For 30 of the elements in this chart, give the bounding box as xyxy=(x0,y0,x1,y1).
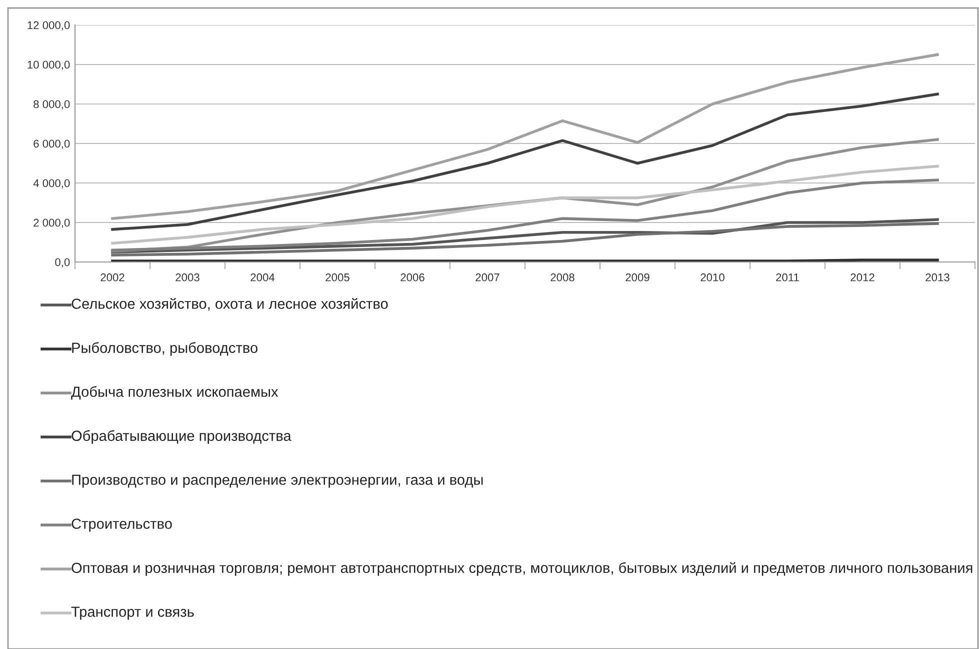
line-series xyxy=(111,92,939,231)
legend-label: Обрабатывающие производства xyxy=(72,430,292,444)
y-tick-label: 2 000,0 xyxy=(34,218,70,228)
y-tick-label: 12 000,0 xyxy=(28,21,70,30)
x-tick-label: 2004 xyxy=(250,273,275,282)
x-tick-label: 2006 xyxy=(400,273,424,282)
x-tick-label: 2011 xyxy=(776,273,799,282)
y-tick-label: 6 000,0 xyxy=(34,140,70,149)
y-tick-label: 0,0 xyxy=(55,258,70,268)
y-tick-label: 4 000,0 xyxy=(33,179,70,188)
legend-label: Оптовая и розничная торговля; ремонт автотранспортных средств, мотоциклов, бытовых изделий и предметов личного пользования xyxy=(72,562,972,576)
x-tick-label: 2012 xyxy=(850,273,874,282)
x-tick-label: 2009 xyxy=(626,273,650,282)
legend-label: Добыча полезных ископаемых xyxy=(71,386,278,400)
x-tick-label: 2008 xyxy=(550,273,574,282)
x-tick-label: 2002 xyxy=(100,273,124,282)
y-tick-label: 10 000,0 xyxy=(28,60,70,70)
x-tick-label: 2003 xyxy=(176,273,200,282)
legend-label: Строительство xyxy=(72,518,172,532)
line-series xyxy=(111,178,939,252)
legend-label: Производство и распределение электроэнергии, газа и воды xyxy=(72,474,483,488)
y-tick-label: 8 000,0 xyxy=(34,100,70,110)
legend-label: Сельское хозяйство, охота и лесное хозяйство xyxy=(72,298,388,311)
line-series xyxy=(111,53,939,220)
x-tick-label: 2005 xyxy=(326,273,350,282)
x-tick-label: 2007 xyxy=(476,273,500,282)
legend-label: Рыболовство, рыбоводство xyxy=(72,342,258,356)
x-tick-label: 2013 xyxy=(926,273,950,282)
x-tick-label: 2010 xyxy=(700,273,724,282)
legend-label: Транспорт и связь xyxy=(71,606,194,620)
